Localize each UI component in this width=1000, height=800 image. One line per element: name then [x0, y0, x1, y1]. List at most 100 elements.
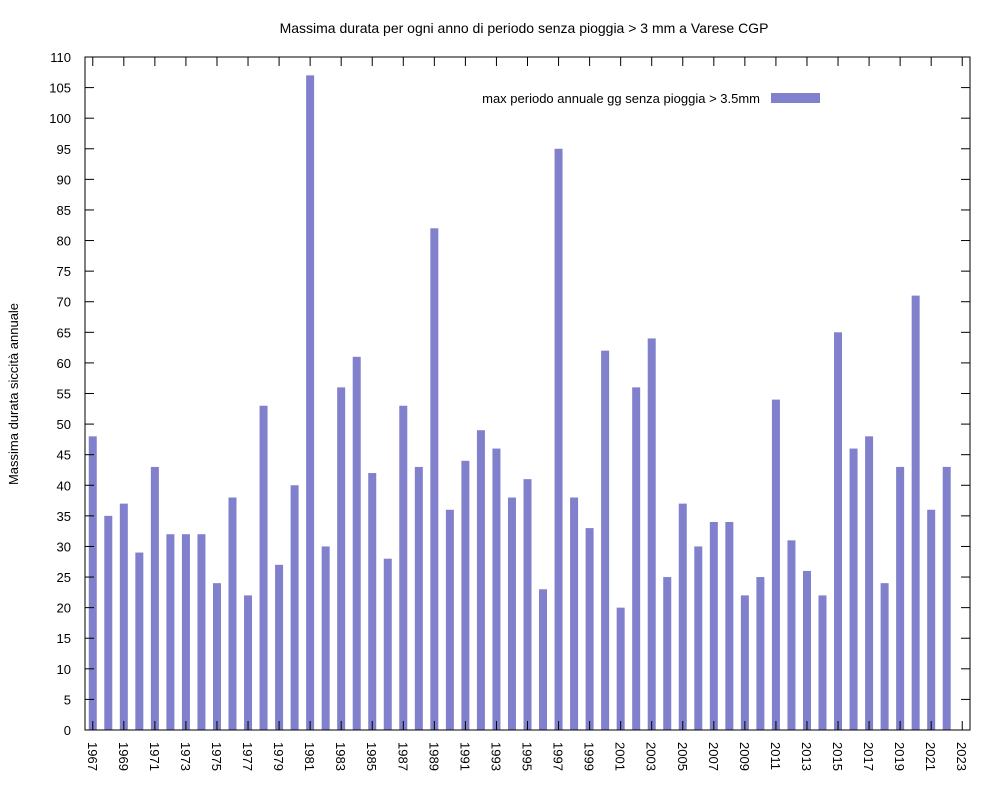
bar-2014: [818, 595, 827, 730]
y-tick-label: 105: [49, 81, 71, 96]
bar-1972: [166, 534, 175, 730]
x-axis-ticks: 1967 1969 1971 1973 1975 1977 1979 1981 1983 1985…: [85, 57, 969, 771]
bar-2003: [647, 338, 656, 730]
x-tick-label: 2009: [737, 742, 752, 771]
x-tick-label: 1995: [520, 742, 535, 771]
x-tick-label: 2021: [923, 742, 938, 771]
y-tick-label: 85: [57, 203, 71, 218]
x-tick-label: 1977: [240, 742, 255, 771]
y-tick-label: 75: [57, 264, 71, 279]
legend-label: max periodo annuale gg senza pioggia > 3…: [482, 91, 760, 106]
bar-1969: [119, 503, 128, 730]
x-tick-label: 1981: [302, 742, 317, 771]
y-tick-label: 95: [57, 142, 71, 157]
bar-1974: [197, 534, 206, 730]
chart-title: Massima durata per ogni anno di periodo …: [280, 20, 769, 36]
bar-2012: [787, 540, 796, 730]
x-tick-label: 2011: [768, 742, 783, 770]
y-tick-label: 65: [57, 325, 71, 340]
y-tick-label: 5: [64, 692, 71, 707]
bar-1990: [445, 509, 454, 730]
bar-1973: [181, 534, 190, 730]
y-tick-label: 45: [57, 448, 71, 463]
bar-1977: [244, 595, 253, 730]
bar-2000: [601, 350, 610, 730]
bar-1995: [523, 479, 532, 730]
bar-1987: [399, 405, 408, 730]
bar-2005: [678, 503, 687, 730]
bar-2020: [911, 295, 920, 730]
x-tick-label: 2015: [830, 742, 845, 771]
bar-2004: [663, 577, 672, 730]
y-tick-label: 35: [57, 509, 71, 524]
bar-1997: [554, 148, 563, 730]
bar-1992: [476, 430, 485, 730]
x-tick-label: 1969: [116, 742, 131, 771]
x-tick-label: 2003: [644, 742, 659, 771]
bar-1998: [570, 497, 579, 730]
y-tick-label: 15: [57, 631, 71, 646]
bar-2007: [709, 521, 718, 730]
bars-layer: [88, 75, 951, 731]
bar-1976: [228, 497, 237, 730]
x-tick-label: 1971: [147, 742, 162, 771]
x-tick-label: 2007: [706, 742, 721, 771]
x-tick-label: 2019: [892, 742, 907, 771]
y-tick-label: 90: [57, 172, 71, 187]
bar-2008: [725, 521, 734, 730]
bar-2017: [865, 436, 874, 730]
bar-1999: [585, 528, 594, 730]
bar-1971: [150, 466, 159, 730]
y-tick-label: 70: [57, 295, 71, 310]
x-tick-label: 1975: [209, 742, 224, 771]
x-tick-label: 2013: [799, 742, 814, 771]
bar-1968: [104, 515, 113, 730]
bar-1970: [135, 552, 144, 730]
bar-1975: [212, 583, 221, 730]
x-tick-label: 1983: [333, 742, 348, 771]
y-tick-label: 60: [57, 356, 71, 371]
bar-1988: [414, 466, 423, 730]
bar-2018: [880, 583, 889, 730]
x-tick-label: 1989: [426, 742, 441, 771]
bar-1984: [352, 356, 361, 730]
bar-2016: [849, 448, 858, 730]
y-tick-label: 40: [57, 478, 71, 493]
y-tick-label: 110: [50, 50, 71, 65]
bar-1981: [306, 75, 315, 731]
bar-2009: [740, 595, 749, 730]
bar-1982: [321, 546, 330, 730]
y-tick-label: 25: [57, 570, 71, 585]
y-tick-label: 30: [57, 539, 71, 554]
x-tick-label: 1979: [271, 742, 286, 771]
bar-1993: [492, 448, 501, 730]
x-tick-label: 1999: [582, 742, 597, 771]
bar-2001: [616, 607, 625, 730]
bar-1994: [507, 497, 516, 730]
bar-1980: [290, 485, 299, 730]
bar-2011: [771, 399, 780, 730]
y-axis-ticks: 0 5 10 15 20 25 30 35 40 45 50 55 60 65 70 75 80 85 90 95 10…: [49, 50, 970, 738]
bar-2015: [834, 332, 843, 730]
y-tick-label: 0: [64, 723, 71, 738]
x-tick-label: 1973: [178, 742, 193, 771]
y-tick-label: 100: [49, 111, 71, 126]
x-tick-label: 2001: [613, 742, 628, 771]
x-tick-label: 2023: [954, 742, 969, 771]
bar-1986: [383, 558, 392, 730]
bar-2022: [942, 466, 951, 730]
x-tick-label: 1991: [457, 742, 472, 771]
legend: max periodo annuale gg senza pioggia > 3…: [482, 91, 820, 106]
legend-swatch: [771, 93, 820, 103]
x-tick-label: 1997: [551, 742, 566, 771]
bar-2013: [802, 570, 811, 730]
y-axis-label: Massima durata siccità annuale: [6, 303, 21, 485]
x-tick-label: 1985: [364, 742, 379, 771]
bar-2006: [694, 546, 703, 730]
bar-2002: [632, 387, 641, 730]
x-tick-label: 2005: [675, 742, 690, 771]
x-tick-label: 2017: [861, 742, 876, 771]
x-tick-label: 1993: [488, 742, 503, 771]
bar-1978: [259, 405, 268, 730]
